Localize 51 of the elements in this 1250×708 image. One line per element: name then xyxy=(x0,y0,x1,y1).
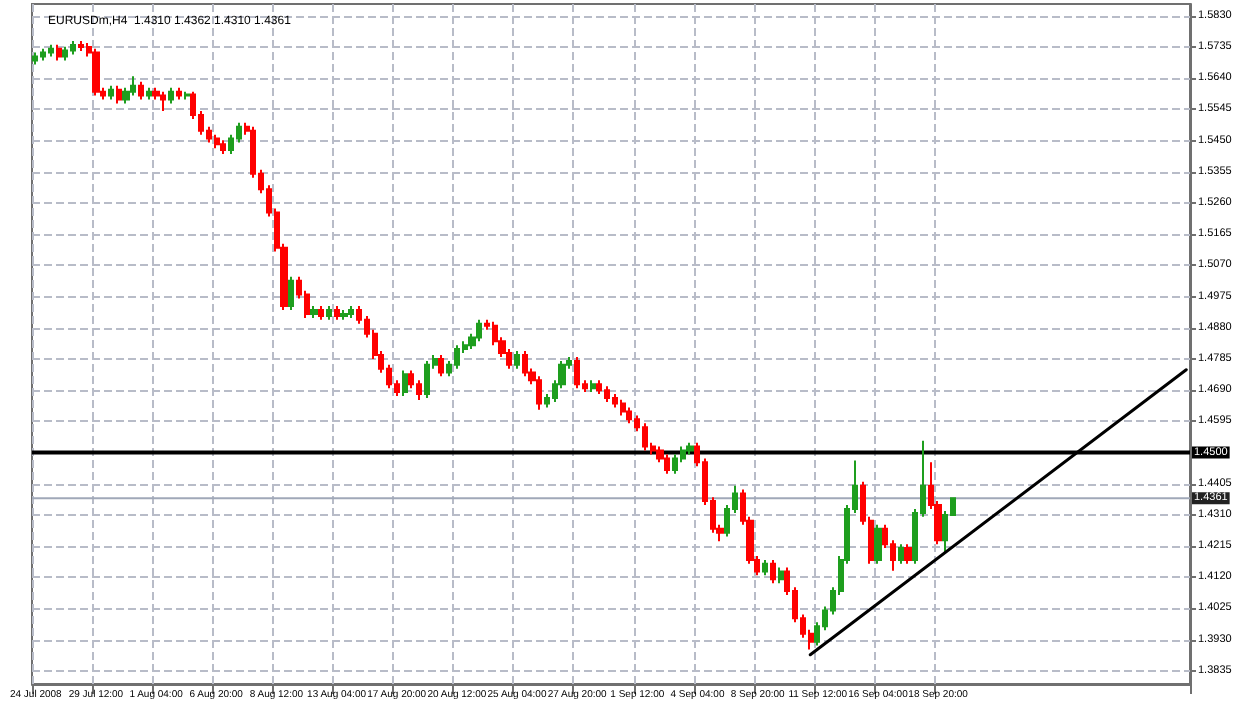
candlestick xyxy=(424,359,430,400)
candlestick xyxy=(340,309,348,321)
candlestick xyxy=(590,379,596,394)
candlestick xyxy=(438,354,444,378)
candlestick xyxy=(574,355,580,390)
candlestick xyxy=(642,422,648,452)
candlestick xyxy=(514,350,520,370)
candlestick xyxy=(612,393,618,409)
candlestick xyxy=(310,305,318,319)
candlestick xyxy=(898,543,904,565)
candlestick xyxy=(214,133,220,150)
candlestick xyxy=(220,139,226,156)
candlestick xyxy=(184,90,190,101)
candlestick xyxy=(672,453,678,475)
candlestick xyxy=(160,90,166,113)
candlestick xyxy=(476,318,482,343)
candlestick xyxy=(604,385,610,403)
candlestick xyxy=(62,45,68,62)
candlestick xyxy=(770,558,776,585)
candlestick xyxy=(176,86,182,101)
candlestick xyxy=(762,558,768,577)
candlestick xyxy=(40,47,46,62)
candlestick xyxy=(288,275,294,312)
candlestick xyxy=(402,369,408,398)
candlestick xyxy=(522,350,528,378)
candlestick xyxy=(78,40,84,52)
candlestick xyxy=(686,441,694,456)
candlestick xyxy=(664,453,670,475)
candlestick xyxy=(334,305,340,321)
candlestick xyxy=(48,43,54,58)
candlestick xyxy=(168,86,174,105)
candlestick xyxy=(596,379,602,396)
candlestick xyxy=(620,398,626,417)
candlestick xyxy=(778,566,784,585)
candlestick xyxy=(626,406,632,425)
candlestick xyxy=(108,84,114,101)
candlestick xyxy=(874,523,882,565)
candlestick xyxy=(318,305,324,321)
candlestick xyxy=(56,43,62,62)
candlestick xyxy=(904,543,912,565)
candlestick xyxy=(454,344,460,370)
candlestick xyxy=(536,375,542,411)
candlestick xyxy=(130,75,136,97)
candlestick xyxy=(70,40,76,56)
candlestick xyxy=(32,51,38,66)
candlestick xyxy=(116,84,122,105)
candlestick xyxy=(92,47,100,97)
candlestick xyxy=(348,305,354,319)
candlestick xyxy=(326,305,332,321)
candlestick xyxy=(146,86,152,101)
candlestick xyxy=(138,80,144,101)
